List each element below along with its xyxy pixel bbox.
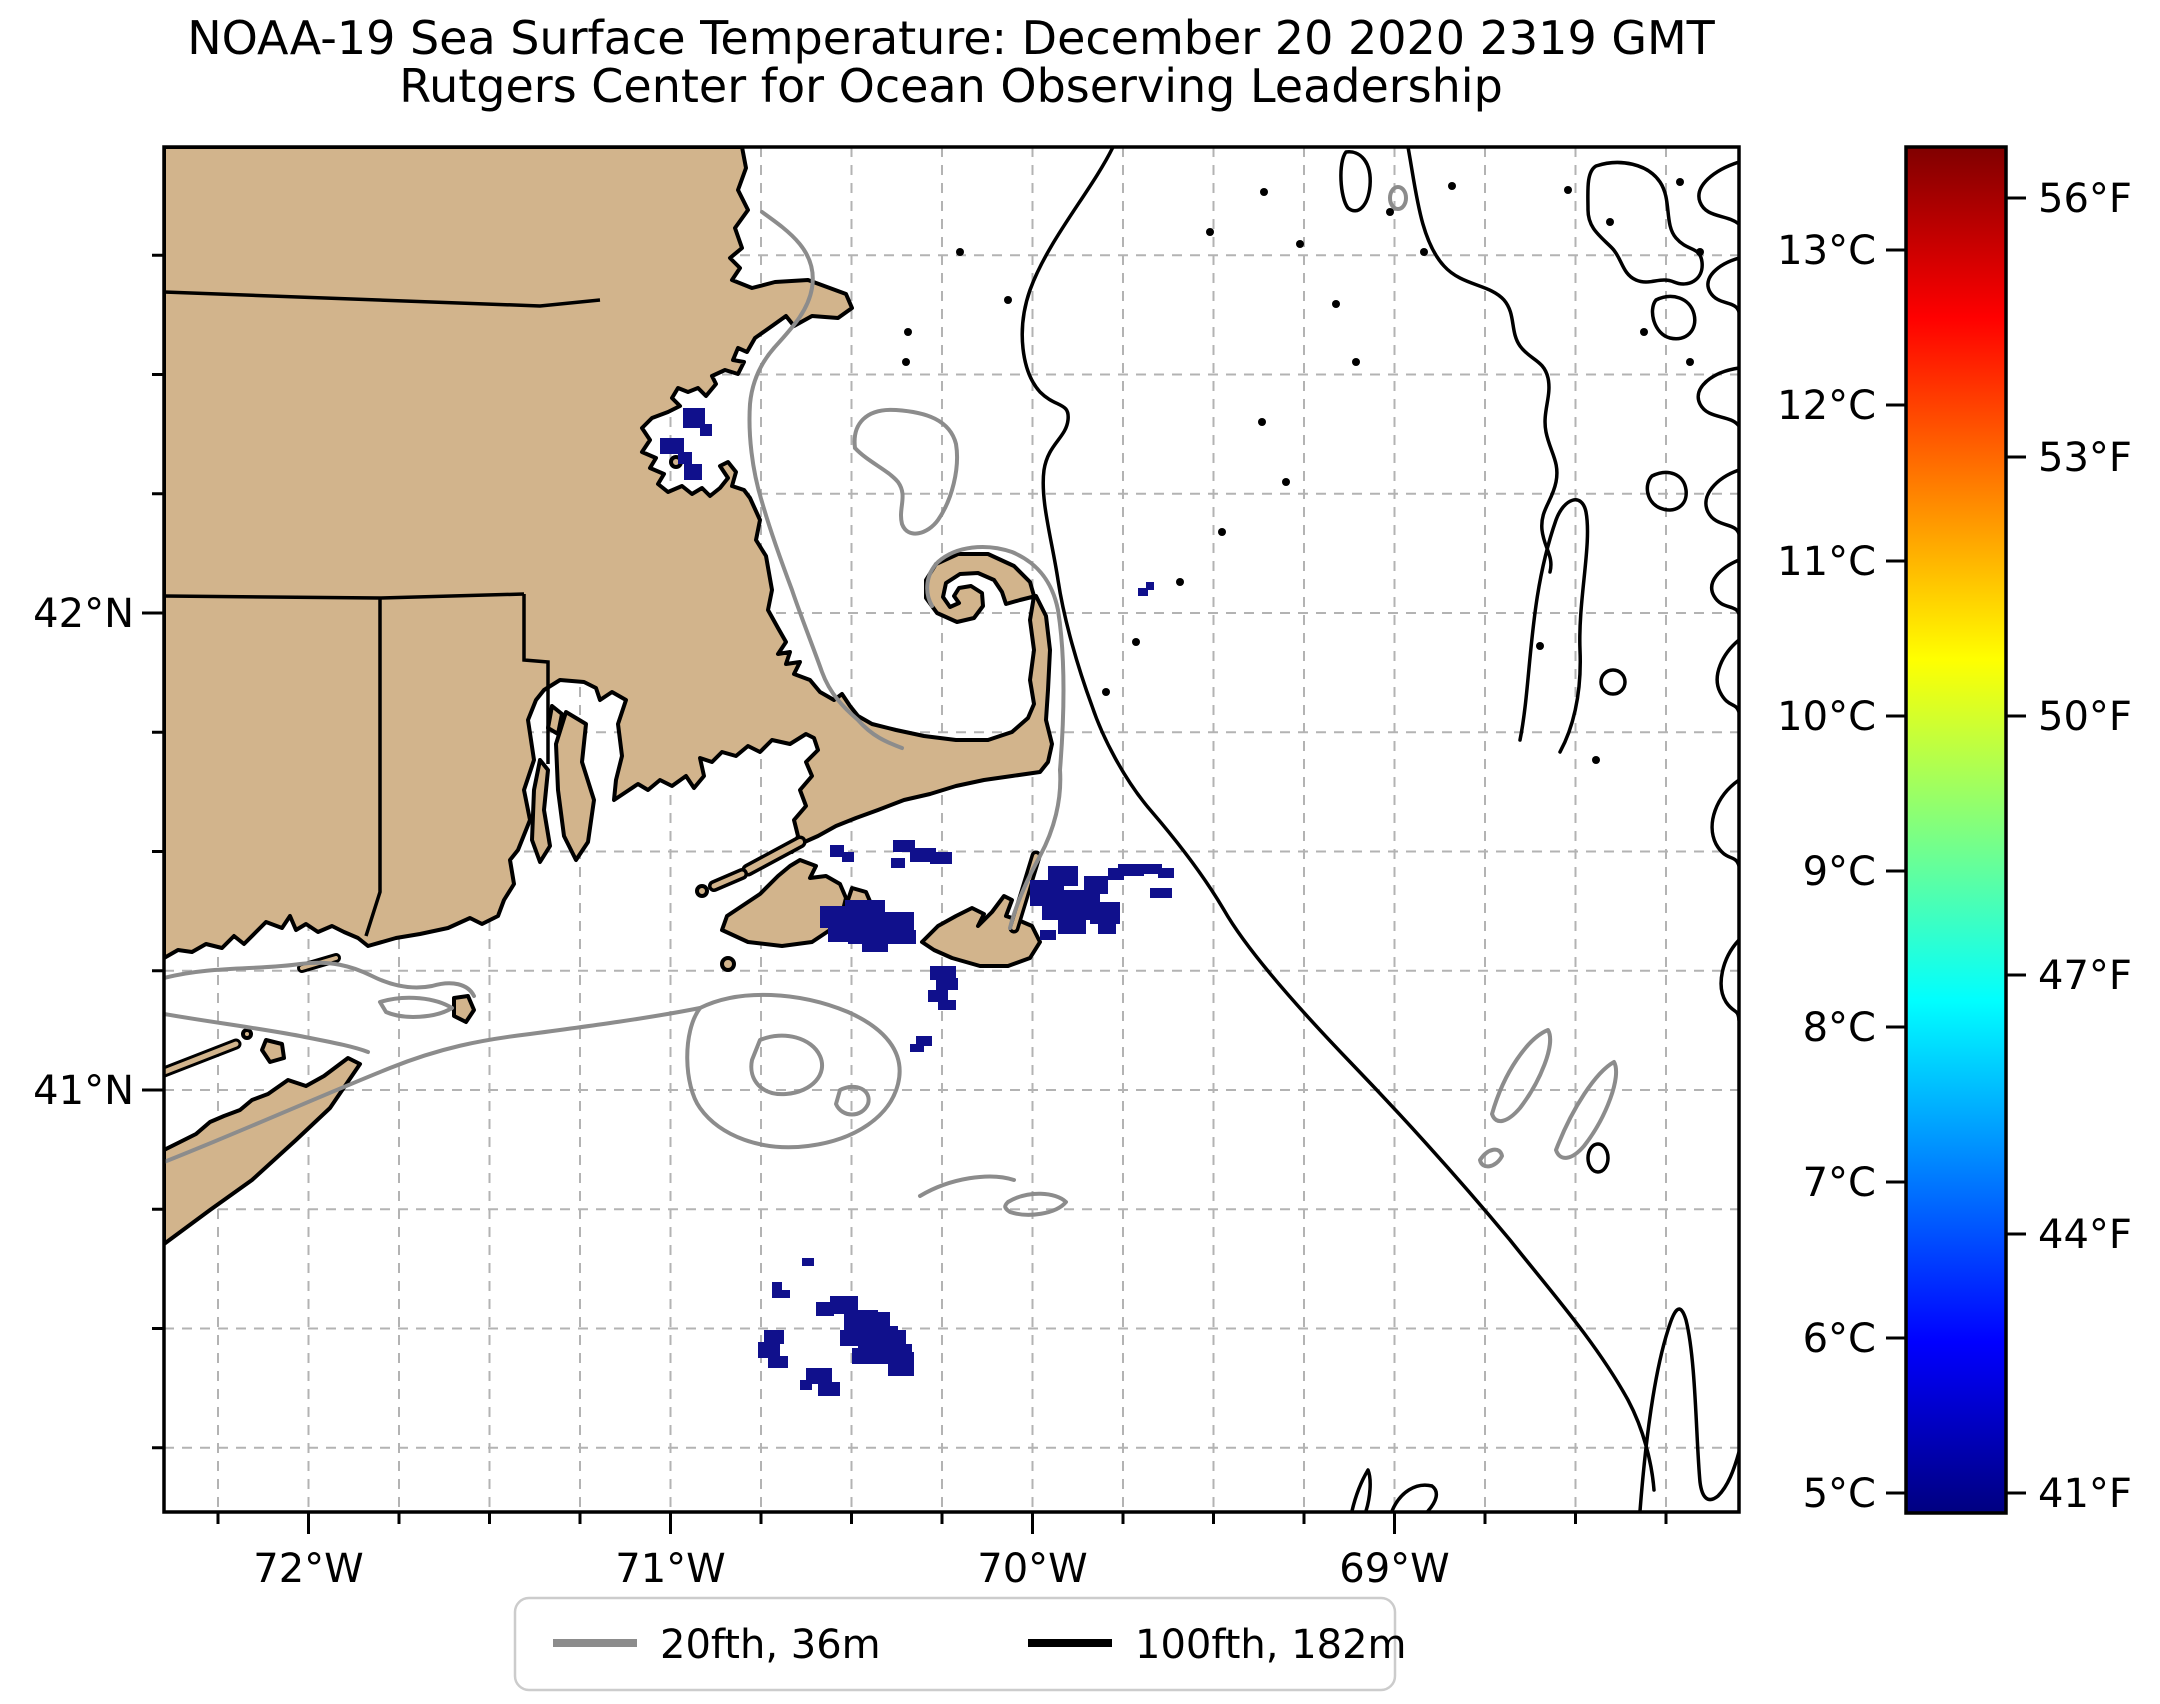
cbar-label-47f: 47°F — [2038, 953, 2132, 999]
map-title: NOAA-19 Sea Surface Temperature: Decembe… — [187, 11, 1715, 65]
islands-elizabeth-chain — [695, 835, 807, 898]
y-axis-tick-labels: 42°N 41°N — [33, 591, 134, 1114]
cbar-label-13c: 13°C — [1777, 228, 1876, 274]
cbar-label-50f: 50°F — [2038, 694, 2132, 740]
x-tick-label-72w: 72°W — [253, 1546, 363, 1592]
x-tick-label-70w: 70°W — [977, 1546, 1087, 1592]
cbar-label-11c: 11°C — [1777, 539, 1876, 585]
island-nantucket — [920, 894, 1042, 968]
legend-label-100fth: 100fth, 182m — [1135, 1622, 1407, 1668]
sst-cold-pixels — [660, 408, 1174, 1396]
x-tick-label-69w: 69°W — [1339, 1546, 1449, 1592]
y-tick-label-42n: 42°N — [33, 591, 134, 637]
colorbar-fahrenheit-tickmarks — [2006, 196, 2026, 1495]
island-plum — [241, 1028, 253, 1040]
island-gardiners — [260, 1038, 286, 1064]
cbar-label-9c: 9°C — [1803, 849, 1876, 895]
contour-100fathom-dots — [902, 178, 1704, 764]
island-long-island — [164, 1056, 362, 1246]
colorbar: 13°C 12°C 11°C 10°C 9°C 8°C 7°C 6°C 5°C … — [1777, 145, 2132, 1517]
x-tick-label-71w: 71°W — [615, 1546, 725, 1592]
legend-box — [513, 1596, 1397, 1692]
cbar-label-5c: 5°C — [1803, 1471, 1876, 1517]
colorbar-celsius-tickmarks — [1886, 248, 1906, 1495]
contour-20fathom — [164, 185, 1619, 1217]
legend: 20fth, 36m 100fth, 182m — [513, 1596, 1407, 1692]
cbar-label-6c: 6°C — [1803, 1316, 1876, 1362]
island-block — [452, 994, 476, 1024]
cbar-label-56f: 56°F — [2038, 176, 2132, 222]
map-frame — [162, 145, 1741, 1514]
cbar-label-53f: 53°F — [2038, 435, 2132, 481]
island-long-island-north-fork — [164, 1038, 242, 1078]
cbar-label-7c: 7°C — [1803, 1160, 1876, 1206]
y-axis-ticks — [142, 253, 164, 1450]
contour-100fathom — [902, 147, 1739, 1512]
cbar-label-12c: 12°C — [1777, 383, 1876, 429]
legend-label-20fth: 20fth, 36m — [660, 1622, 881, 1668]
island-marthas-vineyard — [720, 858, 848, 948]
colorbar-gradient — [1904, 145, 2008, 1515]
land-mainland-newengland — [164, 147, 1054, 960]
cbar-label-41f: 41°F — [2038, 1471, 2132, 1517]
cbar-label-8c: 8°C — [1803, 1005, 1876, 1051]
colorbar-fahrenheit-labels: 56°F 53°F 50°F 47°F 44°F 41°F — [2038, 176, 2132, 1517]
cbar-label-10c: 10°C — [1777, 694, 1876, 740]
map-subtitle: Rutgers Center for Ocean Observing Leade… — [399, 59, 1503, 113]
y-tick-label-41n: 41°N — [33, 1068, 134, 1114]
islands-narragansett-bay — [530, 704, 596, 864]
colorbar-celsius-labels: 13°C 12°C 11°C 10°C 9°C 8°C 7°C 6°C 5°C — [1777, 228, 1876, 1517]
island-muskeget — [720, 956, 736, 972]
x-axis-ticks — [216, 1512, 1668, 1534]
x-axis-tick-labels: 72°W 71°W 70°W 69°W — [253, 1546, 1449, 1592]
cbar-label-44f: 44°F — [2038, 1212, 2132, 1258]
state-borders — [164, 290, 601, 937]
